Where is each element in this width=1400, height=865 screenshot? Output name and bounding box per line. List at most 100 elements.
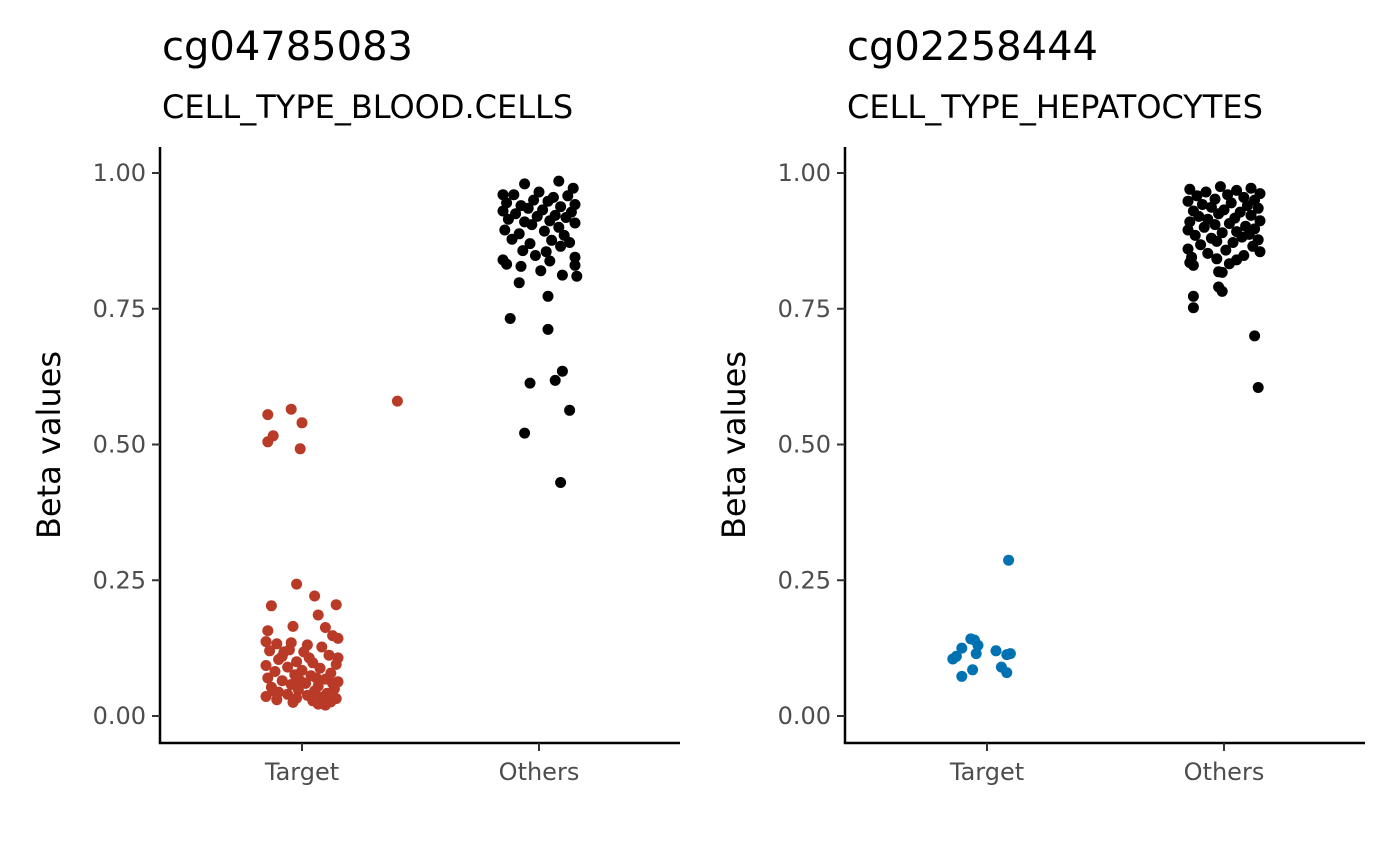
chart-subtitle: CELL_TYPE_HEPATOCYTES <box>847 88 1263 126</box>
y-tick-label: 0.00 <box>778 702 831 730</box>
data-point <box>1182 195 1194 207</box>
data-point <box>1191 190 1203 202</box>
data-point <box>546 234 558 246</box>
data-point <box>1198 221 1210 233</box>
data-point <box>542 195 554 207</box>
data-point <box>1200 186 1212 198</box>
y-tick-label: 0.00 <box>93 702 146 730</box>
y-tick-label: 0.25 <box>93 566 146 594</box>
data-point <box>508 189 520 201</box>
data-point <box>282 688 294 700</box>
data-point <box>562 190 574 202</box>
data-point <box>504 313 516 324</box>
data-point <box>1254 246 1266 258</box>
scatter-plot-right: Beta values 0.00 0.25 0.50 0.75 1.00 Target Ot… <box>715 147 1365 786</box>
data-point <box>502 213 514 225</box>
points <box>947 181 1266 682</box>
y-axis-title: Beta values <box>715 351 753 539</box>
data-point <box>553 175 565 187</box>
data-point <box>291 578 303 590</box>
x-tick-label: Target <box>264 758 339 786</box>
data-point <box>1193 210 1205 222</box>
data-point <box>1184 183 1196 195</box>
data-point <box>1238 191 1250 203</box>
y-tick-label: 0.50 <box>778 431 831 459</box>
data-point <box>260 660 272 671</box>
data-point <box>1245 209 1257 221</box>
data-point <box>294 675 306 687</box>
data-point <box>544 255 556 267</box>
data-point <box>1187 259 1199 271</box>
data-point <box>282 661 294 673</box>
axes: 0.00 0.25 0.50 0.75 1.00 Target Others <box>778 147 1365 786</box>
data-point <box>556 269 568 281</box>
data-point <box>1216 227 1228 239</box>
data-point <box>956 642 968 654</box>
data-point <box>560 212 572 223</box>
data-point <box>524 377 536 389</box>
data-point <box>529 250 541 261</box>
data-point <box>553 221 565 233</box>
data-point <box>1211 253 1223 265</box>
data-point <box>1187 290 1199 302</box>
data-point <box>262 409 274 421</box>
y-axis-label: Beta values <box>30 351 68 539</box>
x-tick-label: Others <box>499 758 580 786</box>
data-point <box>276 675 288 687</box>
data-point <box>1216 285 1228 297</box>
data-point <box>269 666 281 677</box>
axes: 0.00 0.25 0.50 0.75 1.00 Target Others <box>93 147 680 786</box>
data-point <box>564 237 576 248</box>
data-point <box>1252 382 1264 393</box>
scatter-plot-left: Beta values 0.00 0.25 0.50 0.75 1.00 Target Ot… <box>30 147 680 786</box>
data-point <box>506 233 518 245</box>
data-point <box>499 224 511 236</box>
data-point <box>501 258 513 270</box>
data-point <box>1001 667 1013 679</box>
data-point <box>947 653 959 665</box>
data-point <box>519 427 531 439</box>
y-tick-label: 0.50 <box>93 431 146 459</box>
x-tick-label: Target <box>949 758 1024 786</box>
y-tick-label: 1.00 <box>778 159 831 187</box>
data-point <box>314 662 326 674</box>
data-point <box>285 403 297 415</box>
data-point <box>1213 208 1225 220</box>
y-axis-title: Beta values <box>30 351 68 539</box>
data-point <box>262 672 274 684</box>
data-point <box>970 648 982 660</box>
data-point <box>1187 302 1199 314</box>
chart-title: cg02258444 <box>847 24 1098 70</box>
data-point <box>271 694 283 706</box>
data-point <box>497 189 509 201</box>
data-point <box>555 201 567 213</box>
y-tick-label: 1.00 <box>93 159 146 187</box>
data-point <box>283 644 295 656</box>
data-point <box>309 590 321 602</box>
data-point <box>1205 201 1217 213</box>
data-point <box>291 656 303 668</box>
chart-panel-right: Beta values 0.00 0.25 0.50 0.75 1.00 Target Ot… <box>685 0 1385 865</box>
data-point <box>312 609 324 621</box>
data-point <box>1236 231 1248 243</box>
data-point <box>1227 237 1239 248</box>
data-point <box>544 215 556 227</box>
data-point <box>323 649 335 661</box>
data-point <box>1202 247 1214 259</box>
data-point <box>287 696 299 708</box>
data-point <box>319 622 331 633</box>
data-point <box>1196 199 1208 210</box>
data-point <box>391 395 403 407</box>
data-point <box>265 600 277 612</box>
data-point <box>564 404 576 416</box>
data-point <box>524 238 536 250</box>
data-point <box>1214 181 1226 193</box>
data-point <box>303 652 315 664</box>
data-point <box>540 246 552 258</box>
data-point <box>262 436 274 448</box>
data-point <box>571 270 583 282</box>
data-point <box>262 625 274 637</box>
data-point <box>567 182 579 194</box>
data-point <box>517 245 529 257</box>
data-point <box>1220 244 1232 256</box>
